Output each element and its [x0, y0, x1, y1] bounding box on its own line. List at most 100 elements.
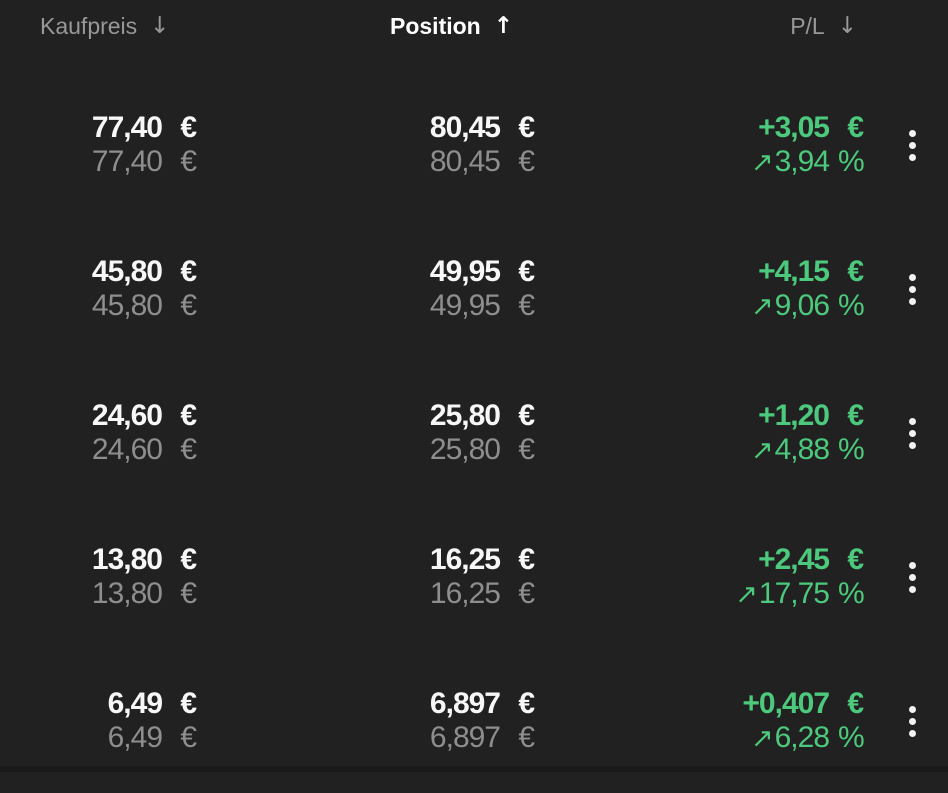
pl-cell: +3,05 € ↗ 3,94% [535, 111, 865, 179]
pl-percent: 6,28 [774, 721, 830, 754]
sort-asc-icon: ↑ [493, 12, 514, 39]
kaufpreis-cell: 13,80 € 13,80 € [0, 543, 197, 611]
trend-up-icon: ↗ [750, 146, 774, 178]
position-value: 6,897 [429, 687, 501, 720]
currency-symbol: € [518, 255, 535, 288]
sort-desc-icon: ↓ [837, 12, 857, 39]
percent-symbol: % [838, 577, 865, 610]
table-header: Kaufpreis ↓ Position ↑ P/L ↓ [0, 0, 948, 52]
kebab-dot [908, 129, 916, 137]
table-row[interactable]: 77,40 € 77,40 € 80,45 € 80,45 € +3,05 € ↗ 3,94… [0, 73, 948, 217]
kebab-dot [908, 297, 916, 305]
position-list: 77,40 € 77,40 € 80,45 € 80,45 € +3,05 € ↗ 3,94… [0, 73, 948, 793]
buy-price-sub-value: 6,49 [107, 721, 163, 754]
kebab-dot [908, 561, 916, 569]
buy-price-value: 6,49 [107, 687, 163, 720]
column-header-position[interactable]: Position ↑ [390, 0, 513, 52]
currency-symbol: € [180, 543, 197, 576]
currency-symbol: € [518, 433, 535, 466]
kebab-dot [908, 141, 916, 149]
kebab-dot [908, 585, 916, 593]
kebab-dot [908, 429, 916, 437]
pl-amount: +2,45 [758, 543, 830, 576]
table-row[interactable]: 13,80 € 13,80 € 16,25 € 16,25 € +2,45 € ↗ 17,7… [0, 505, 948, 649]
position-cell: 6,897 € 6,897 € [197, 687, 535, 755]
pl-cell: +4,15 € ↗ 9,06% [535, 255, 865, 323]
column-header-pl[interactable]: P/L ↓ [790, 0, 857, 52]
currency-symbol: € [518, 399, 535, 432]
kebab-menu-button[interactable] [903, 268, 922, 311]
kebab-dot [908, 441, 916, 449]
kaufpreis-cell: 77,40 € 77,40 € [0, 111, 197, 179]
position-value: 80,45 [429, 111, 501, 144]
currency-symbol: € [518, 687, 535, 720]
currency-symbol: € [847, 399, 864, 432]
position-sub-value: 6,897 [429, 721, 501, 754]
pl-cell: +2,45 € ↗ 17,75% [535, 543, 864, 611]
table-row[interactable]: 24,60 € 24,60 € 25,80 € 25,80 € +1,20 € ↗ 4,88… [0, 361, 948, 505]
currency-symbol: € [180, 255, 197, 288]
currency-symbol: € [847, 687, 864, 720]
row-menu-cell [864, 412, 948, 455]
currency-symbol: € [518, 721, 535, 754]
position-value: 25,80 [429, 399, 501, 432]
kebab-dot [908, 717, 916, 725]
pl-percent: 9,06 [774, 289, 830, 322]
currency-symbol: € [518, 145, 535, 178]
kebab-dot [908, 705, 916, 713]
kebab-menu-button[interactable] [903, 412, 922, 455]
position-cell: 80,45 € 80,45 € [197, 111, 535, 179]
currency-symbol: € [180, 687, 197, 720]
table-row[interactable]: 6,49 € 6,49 € 6,897 € 6,897 € +0,407 € ↗ 6,28% [0, 649, 948, 793]
kebab-dot [908, 729, 916, 737]
kebab-dot [908, 417, 916, 425]
kebab-menu-button[interactable] [903, 556, 922, 599]
buy-price-sub-value: 13,80 [91, 577, 163, 610]
kebab-dot [908, 273, 916, 281]
kaufpreis-cell: 45,80 € 45,80 € [0, 255, 197, 323]
position-cell: 25,80 € 25,80 € [197, 399, 535, 467]
currency-symbol: € [847, 111, 864, 144]
row-menu-cell [864, 556, 948, 599]
currency-symbol: € [180, 577, 197, 610]
pl-amount: +3,05 [758, 111, 830, 144]
column-header-kaufpreis[interactable]: Kaufpreis ↓ [40, 0, 169, 52]
column-label-pl: P/L [790, 12, 825, 39]
buy-price-sub-value: 24,60 [91, 433, 163, 466]
row-menu-cell [864, 700, 948, 743]
percent-symbol: % [838, 289, 865, 322]
trend-up-icon: ↗ [750, 290, 774, 322]
position-sub-value: 49,95 [429, 289, 501, 322]
currency-symbol: € [180, 111, 197, 144]
percent-symbol: % [838, 145, 865, 178]
currency-symbol: € [518, 111, 535, 144]
pl-amount: +1,20 [758, 399, 830, 432]
buy-price-sub-value: 77,40 [91, 145, 163, 178]
position-sub-value: 80,45 [429, 145, 501, 178]
buy-price-value: 77,40 [91, 111, 163, 144]
kebab-dot [908, 573, 916, 581]
currency-symbol: € [180, 145, 197, 178]
position-value: 16,25 [429, 543, 501, 576]
trend-up-icon: ↗ [750, 722, 774, 754]
kebab-menu-button[interactable] [903, 700, 922, 743]
position-sub-value: 25,80 [429, 433, 501, 466]
position-sub-value: 16,25 [429, 577, 501, 610]
position-value: 49,95 [429, 255, 501, 288]
currency-symbol: € [518, 543, 535, 576]
percent-symbol: % [838, 721, 865, 754]
bottom-divider [0, 766, 948, 772]
kaufpreis-cell: 6,49 € 6,49 € [0, 687, 197, 755]
table-row[interactable]: 45,80 € 45,80 € 49,95 € 49,95 € +4,15 € ↗ 9,06… [0, 217, 948, 361]
buy-price-value: 24,60 [91, 399, 163, 432]
pl-cell: +1,20 € ↗ 4,88% [535, 399, 865, 467]
kebab-dot [908, 153, 916, 161]
trend-up-icon: ↗ [750, 434, 774, 466]
row-menu-cell [864, 268, 948, 311]
currency-symbol: € [847, 543, 864, 576]
kaufpreis-cell: 24,60 € 24,60 € [0, 399, 197, 467]
trend-up-icon: ↗ [735, 578, 758, 610]
kebab-menu-button[interactable] [903, 124, 922, 167]
pl-percent: 3,94 [774, 145, 830, 178]
currency-symbol: € [180, 721, 197, 754]
